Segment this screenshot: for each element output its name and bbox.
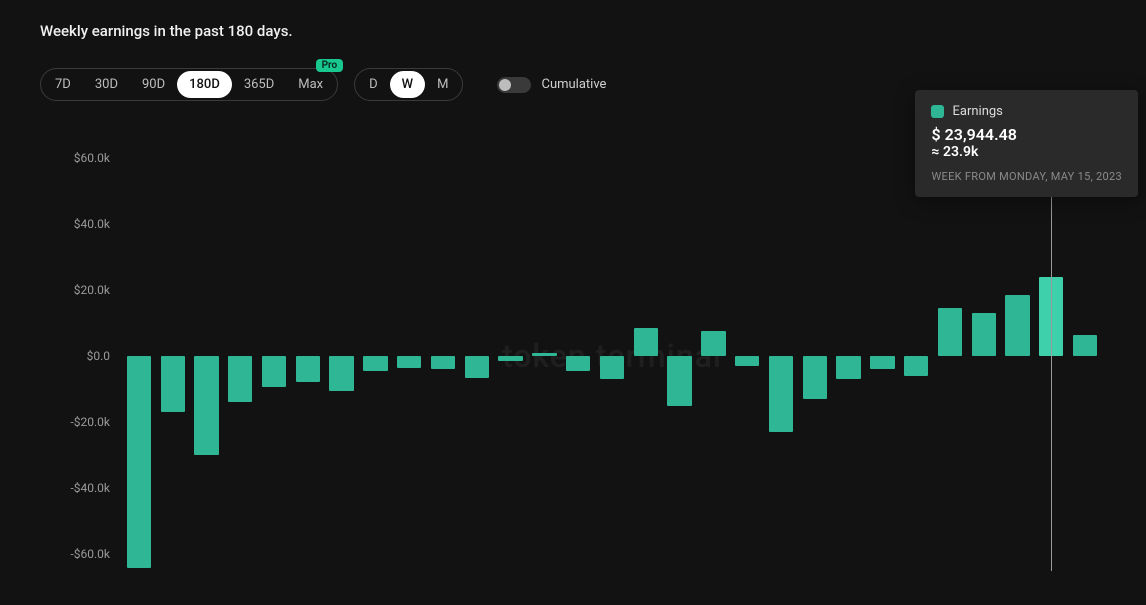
granularity-pill-m[interactable]: M [425, 71, 460, 98]
bar[interactable] [667, 356, 691, 406]
bar[interactable] [194, 356, 218, 455]
tooltip-approx: ≈ 23.9k [931, 144, 1122, 160]
hover-line [1051, 141, 1052, 571]
y-tick-label: -$20.0k [40, 415, 110, 429]
bar[interactable] [262, 356, 286, 387]
bar[interactable] [532, 353, 556, 356]
y-tick-label: $40.0k [40, 217, 110, 231]
chart-panel: Weekly earnings in the past 180 days. 7D… [0, 0, 1146, 605]
bar[interactable] [127, 356, 151, 568]
chart-title: Weekly earnings in the past 180 days. [40, 22, 1146, 40]
granularity-selector: DWM [354, 68, 463, 101]
bar[interactable] [566, 356, 590, 371]
bar[interactable] [870, 356, 894, 369]
bar[interactable] [498, 356, 522, 361]
y-tick-label: $0.0 [40, 349, 110, 363]
bar[interactable] [431, 356, 455, 369]
range-pill-max[interactable]: Max [286, 71, 335, 98]
granularity-pill-w[interactable]: W [390, 71, 425, 98]
cumulative-label: Cumulative [541, 77, 606, 92]
bar[interactable] [634, 328, 658, 356]
cumulative-toggle-wrap: Cumulative [497, 77, 606, 93]
bar[interactable] [972, 313, 996, 356]
tooltip-value: $ 23,944.48 [931, 125, 1122, 144]
y-axis: $60.0k $40.0k $20.0k $0.0 -$20.0k -$40.0k -$60… [40, 141, 110, 571]
y-tick-label: -$60.0k [40, 547, 110, 561]
range-selector: 7D30D90D180D365DMaxPro [40, 68, 338, 101]
tooltip-series-color [931, 105, 944, 118]
bar[interactable] [228, 356, 252, 402]
bar[interactable] [465, 356, 489, 378]
range-pill-30d[interactable]: 30D [83, 71, 130, 98]
bar[interactable] [161, 356, 185, 412]
bar[interactable] [296, 356, 320, 382]
bar[interactable] [938, 308, 962, 356]
bar[interactable] [803, 356, 827, 399]
tooltip-date: WEEK FROM MONDAY, MAY 15, 2023 [931, 170, 1122, 183]
y-tick-label: $20.0k [40, 283, 110, 297]
y-tick-label: -$40.0k [40, 481, 110, 495]
chart-area: $60.0k $40.0k $20.0k $0.0 -$20.0k -$40.0k -$60… [40, 141, 1120, 571]
pro-badge: Pro [316, 59, 344, 72]
bar[interactable] [1073, 335, 1097, 357]
bar[interactable] [397, 356, 421, 368]
bar[interactable] [600, 356, 624, 379]
bar[interactable] [329, 356, 353, 391]
tooltip-series-label: Earnings [952, 104, 1002, 119]
y-tick-label: $60.0k [40, 151, 110, 165]
range-pill-365d[interactable]: 365D [232, 71, 286, 98]
bar[interactable] [904, 356, 928, 376]
range-pill-7d[interactable]: 7D [43, 71, 83, 98]
bar[interactable] [1005, 295, 1029, 356]
granularity-pill-d[interactable]: D [357, 71, 390, 98]
tooltip: Earnings $ 23,944.48 ≈ 23.9k WEEK FROM M… [915, 90, 1138, 197]
bar[interactable] [735, 356, 759, 366]
plot-region[interactable]: token terminal [122, 141, 1102, 571]
range-pill-90d[interactable]: 90D [130, 71, 177, 98]
bar[interactable] [769, 356, 793, 432]
bar[interactable] [363, 356, 387, 371]
cumulative-toggle[interactable] [497, 77, 531, 93]
bar[interactable] [701, 331, 725, 356]
range-pill-180d[interactable]: 180D [177, 71, 232, 98]
bar[interactable] [836, 356, 860, 379]
